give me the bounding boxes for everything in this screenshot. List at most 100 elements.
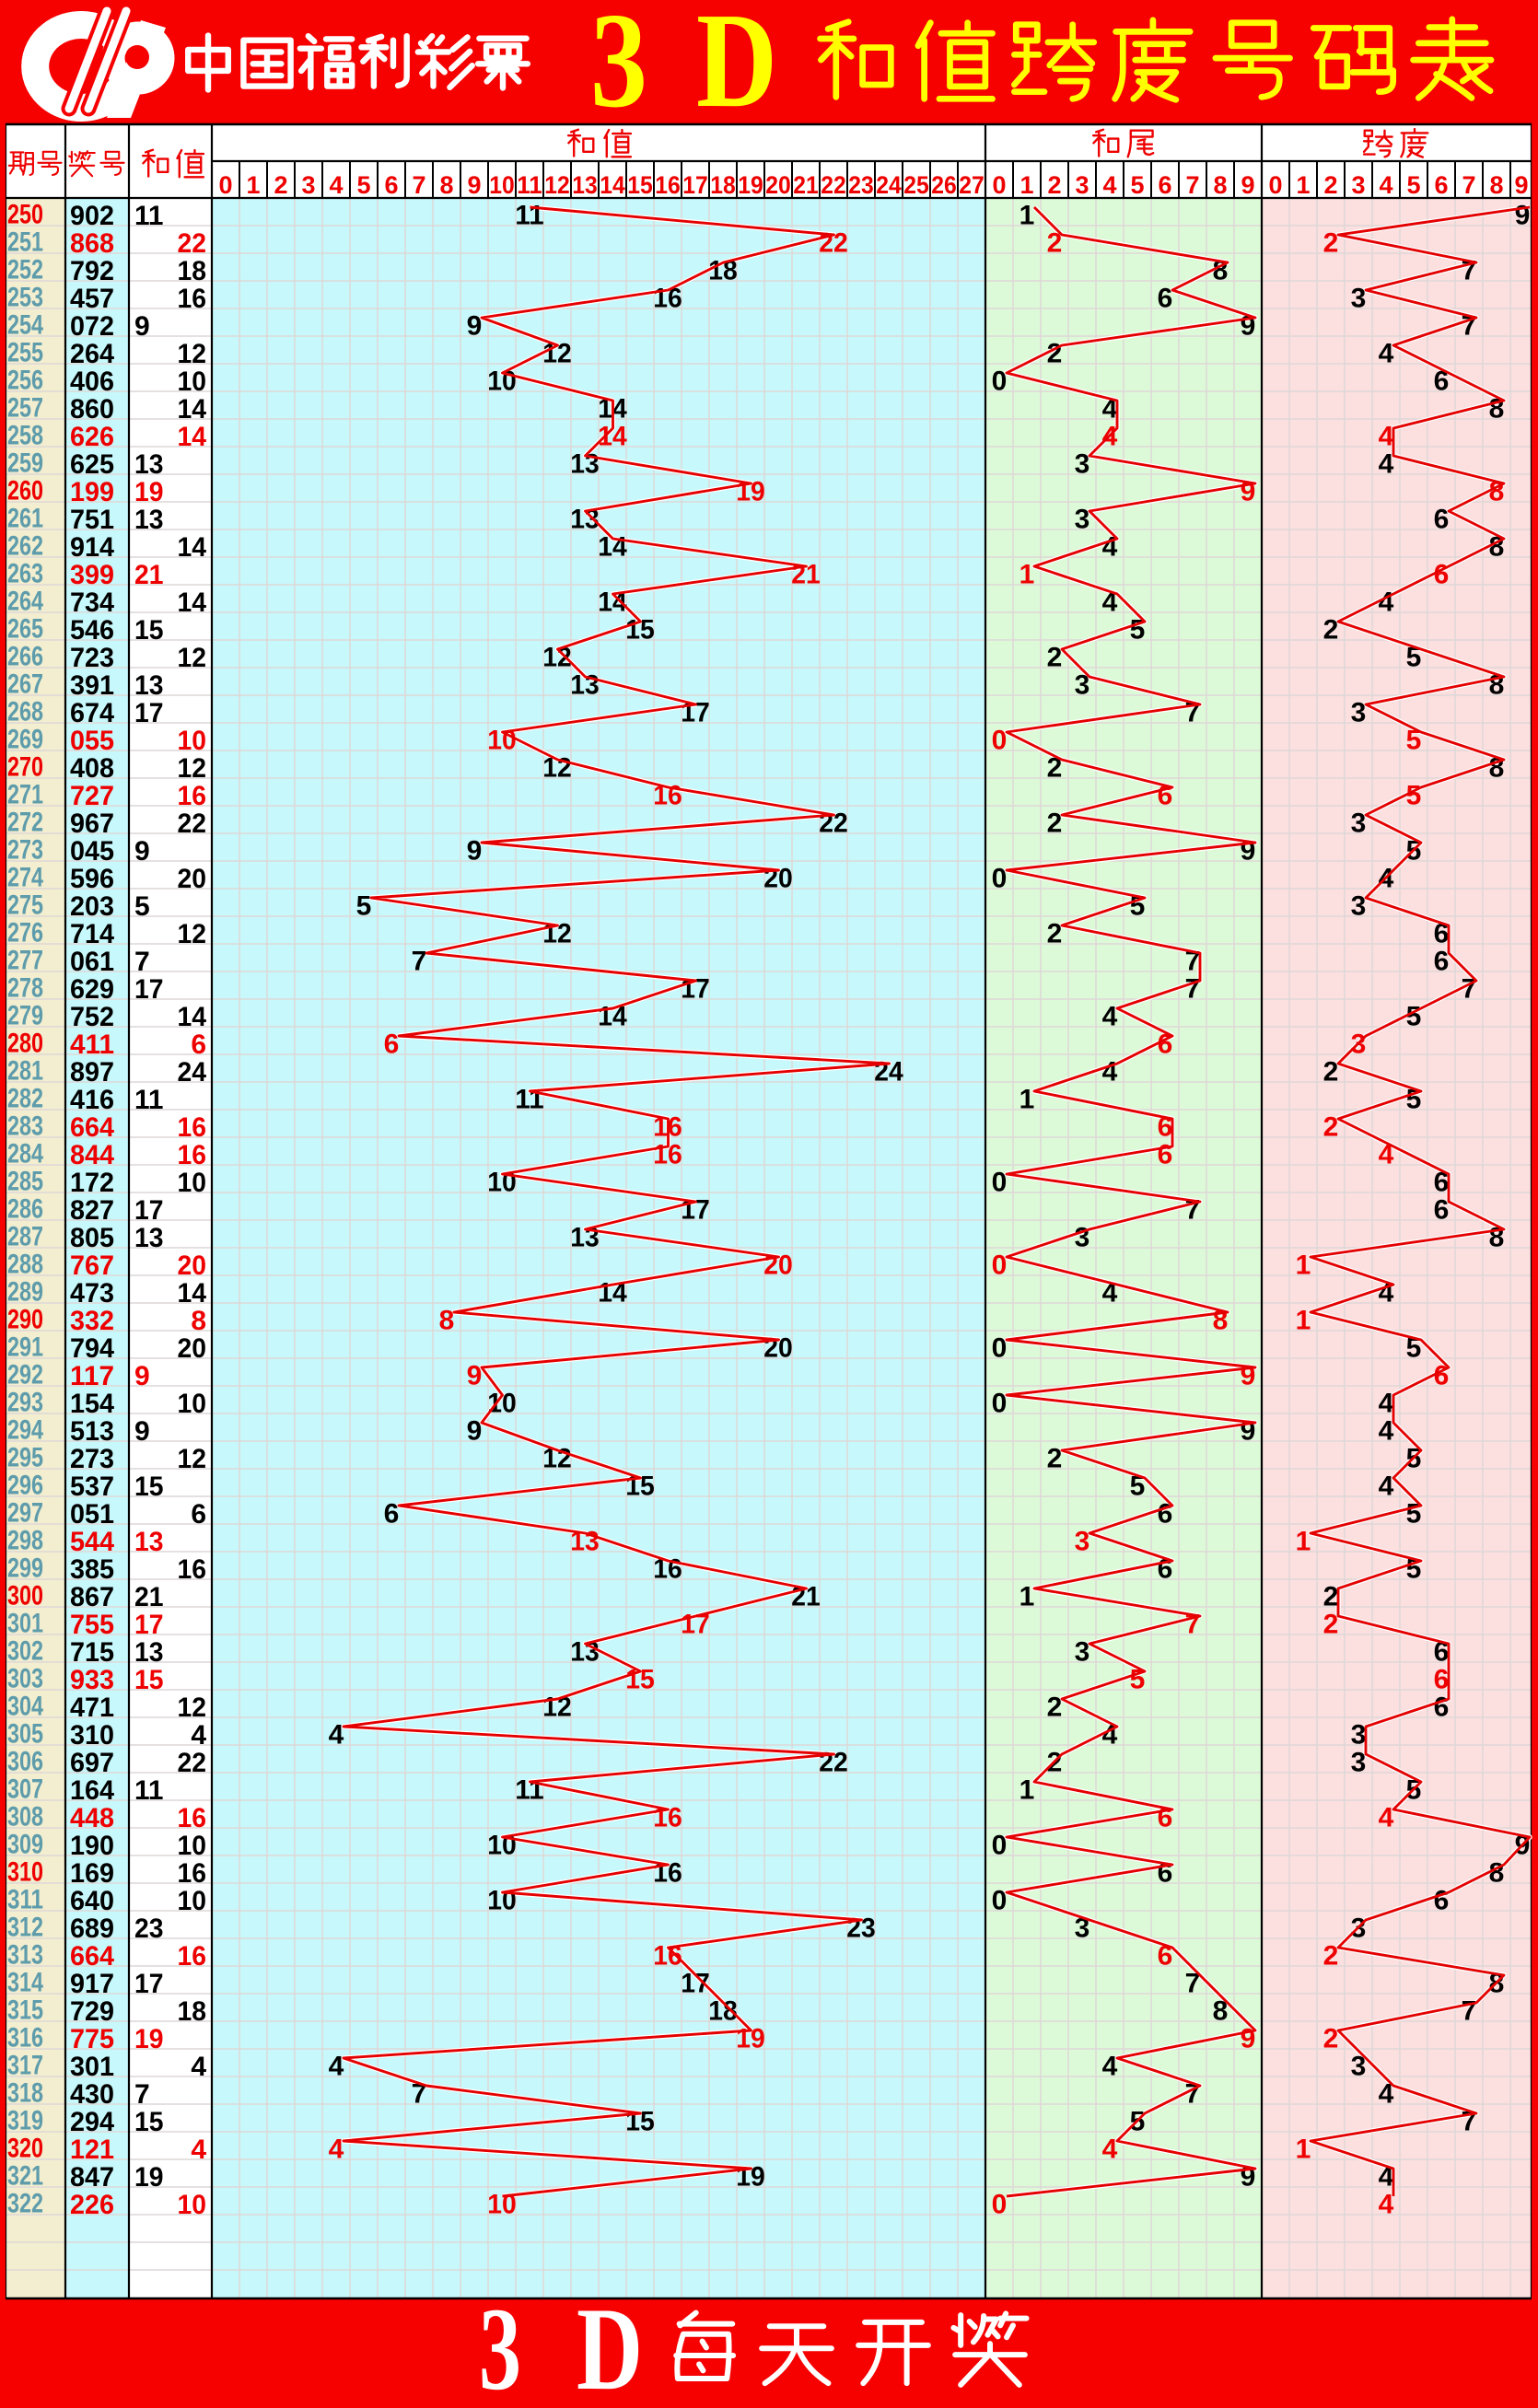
svg-text:18: 18 (710, 171, 736, 199)
svg-text:6: 6 (1434, 1886, 1450, 1916)
svg-text:16: 16 (178, 1858, 207, 1889)
svg-text:12: 12 (544, 171, 570, 199)
svg-text:3: 3 (590, 0, 647, 136)
svg-text:11: 11 (515, 1775, 544, 1806)
svg-text:15: 15 (134, 1472, 164, 1502)
svg-text:8: 8 (439, 1306, 455, 1336)
svg-text:16: 16 (178, 1140, 207, 1170)
svg-text:264: 264 (70, 339, 114, 369)
svg-text:14: 14 (598, 532, 627, 563)
svg-text:0: 0 (992, 1251, 1008, 1281)
svg-text:11: 11 (517, 171, 542, 199)
svg-text:2: 2 (1047, 643, 1063, 673)
svg-text:321: 321 (7, 2161, 43, 2192)
svg-text:1: 1 (1020, 1085, 1035, 1115)
svg-text:6: 6 (1158, 1941, 1173, 1972)
svg-text:276: 276 (7, 918, 43, 948)
svg-text:4: 4 (1379, 339, 1394, 369)
svg-text:286: 286 (7, 1194, 43, 1225)
svg-text:16: 16 (653, 1554, 682, 1585)
svg-text:17: 17 (134, 1195, 164, 1226)
svg-text:259: 259 (7, 448, 43, 479)
svg-text:301: 301 (7, 1609, 43, 1639)
svg-text:4: 4 (1379, 1472, 1394, 1502)
svg-text:20: 20 (763, 1333, 793, 1364)
svg-text:5: 5 (134, 891, 150, 922)
svg-text:3: 3 (1351, 1748, 1367, 1778)
svg-text:385: 385 (70, 1554, 114, 1585)
svg-text:287: 287 (7, 1222, 43, 1252)
svg-text:277: 277 (7, 946, 43, 976)
svg-text:0: 0 (992, 171, 1006, 199)
svg-text:4: 4 (191, 2052, 206, 2082)
svg-text:0: 0 (992, 1168, 1008, 1198)
svg-text:253: 253 (7, 283, 43, 313)
svg-text:8: 8 (1489, 1858, 1505, 1889)
svg-text:3: 3 (301, 171, 315, 199)
svg-text:546: 546 (70, 615, 114, 646)
svg-text:9: 9 (467, 1361, 483, 1391)
svg-text:3: 3 (479, 2283, 521, 2408)
svg-text:294: 294 (7, 1415, 43, 1446)
svg-text:290: 290 (7, 1305, 43, 1335)
svg-text:7: 7 (1185, 171, 1199, 199)
svg-text:272: 272 (7, 808, 43, 838)
svg-text:448: 448 (70, 1803, 114, 1833)
svg-text:2: 2 (1047, 171, 1061, 199)
svg-text:21: 21 (134, 1582, 164, 1612)
svg-text:3: 3 (1075, 1637, 1090, 1668)
svg-text:6: 6 (1434, 366, 1450, 397)
svg-text:4: 4 (1379, 2079, 1394, 2110)
svg-text:0: 0 (992, 366, 1008, 397)
svg-text:5: 5 (1406, 643, 1422, 673)
svg-text:1: 1 (1296, 171, 1310, 199)
svg-text:3: 3 (1351, 284, 1367, 314)
svg-text:289: 289 (7, 1277, 43, 1308)
svg-text:11: 11 (515, 201, 544, 231)
svg-text:301: 301 (70, 2052, 114, 2082)
svg-text:311: 311 (7, 1885, 43, 1915)
svg-text:251: 251 (7, 227, 43, 258)
svg-text:8: 8 (1213, 1996, 1229, 2027)
svg-text:11: 11 (134, 201, 164, 231)
svg-text:2: 2 (1047, 753, 1063, 784)
svg-text:20: 20 (178, 1333, 207, 1364)
svg-text:313: 313 (7, 1940, 43, 1971)
svg-text:297: 297 (7, 1498, 43, 1529)
svg-text:318: 318 (7, 2078, 43, 2109)
svg-text:14: 14 (600, 171, 625, 199)
svg-text:6: 6 (1434, 947, 1450, 977)
svg-text:1: 1 (246, 171, 260, 199)
svg-text:6: 6 (1434, 560, 1450, 590)
svg-text:640: 640 (70, 1886, 114, 1916)
svg-text:1: 1 (1020, 171, 1033, 199)
svg-text:3: 3 (1351, 1720, 1367, 1751)
svg-text:457: 457 (70, 284, 114, 314)
svg-text:8: 8 (191, 1306, 206, 1336)
svg-text:199: 199 (70, 477, 114, 507)
svg-text:827: 827 (70, 1195, 114, 1226)
svg-text:13: 13 (134, 1637, 164, 1668)
svg-text:264: 264 (7, 587, 43, 617)
svg-text:19: 19 (134, 477, 164, 507)
svg-text:3: 3 (1351, 2052, 1367, 2082)
svg-text:1: 1 (1020, 1775, 1035, 1806)
svg-text:6: 6 (1158, 284, 1173, 314)
svg-text:9: 9 (467, 1416, 483, 1447)
svg-text:625: 625 (70, 449, 114, 480)
svg-text:664: 664 (70, 1112, 114, 1143)
svg-text:13: 13 (570, 449, 600, 480)
svg-text:302: 302 (7, 1636, 43, 1667)
svg-text:304: 304 (7, 1692, 43, 1722)
svg-text:10: 10 (489, 171, 515, 199)
svg-text:2: 2 (1323, 171, 1337, 199)
svg-text:537: 537 (70, 1472, 114, 1502)
svg-text:715: 715 (70, 1637, 114, 1668)
svg-text:2: 2 (1047, 808, 1063, 839)
svg-text:15: 15 (625, 1472, 655, 1502)
svg-text:291: 291 (7, 1332, 43, 1363)
svg-text:061: 061 (70, 947, 114, 977)
svg-text:5: 5 (356, 171, 370, 199)
svg-text:262: 262 (7, 531, 43, 562)
svg-text:282: 282 (7, 1084, 43, 1114)
